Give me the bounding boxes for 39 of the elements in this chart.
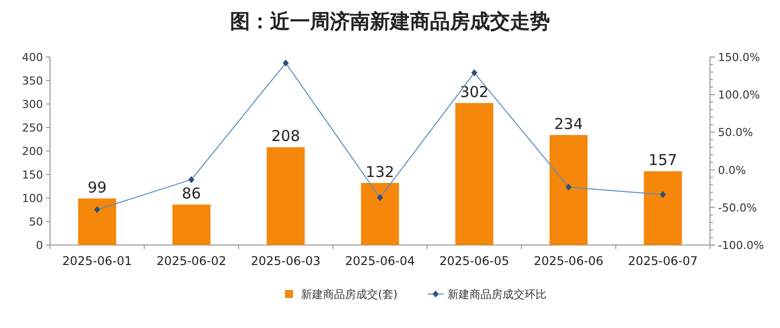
y2-tick-label: 0.0% (718, 164, 746, 177)
bar (644, 171, 682, 245)
y2-tick-label: 150.0% (718, 51, 760, 64)
bar (550, 135, 588, 245)
x-tick-label: 2025-06-05 (439, 254, 510, 268)
legend-label: 新建商品房成交环比 (448, 288, 547, 301)
y-tick-label: 200 (22, 145, 43, 158)
y2-tick-label: -100.0% (718, 239, 764, 252)
bar (78, 198, 116, 245)
chart-title: 图：近一周济南新建商品房成交走势 (230, 9, 550, 33)
x-tick-label: 2025-06-06 (534, 254, 604, 268)
data-label: 208 (271, 127, 300, 146)
data-label: 99 (88, 178, 107, 196)
y-tick-label: 350 (22, 74, 43, 88)
x-tick-label: 2025-06-07 (628, 254, 698, 268)
y2-tick-label: 100.0% (718, 88, 760, 102)
bar (266, 147, 305, 245)
bar (361, 182, 399, 245)
y-tick-label: 250 (22, 122, 43, 134)
y-tick-label: 100 (22, 192, 43, 205)
y-tick-label: 400 (22, 51, 43, 64)
x-tick-label: 2025-06-02 (156, 254, 226, 268)
y-tick-label: 50 (29, 216, 43, 228)
y2-tick-label: 50.0% (718, 126, 753, 140)
data-label: 157 (648, 151, 678, 170)
y-tick-label: 0 (36, 239, 43, 252)
data-label: 302 (460, 83, 489, 102)
bar (172, 204, 210, 245)
y2-tick-label: -50.0% (718, 201, 757, 214)
y-tick-label: 150 (22, 168, 43, 182)
y-tick-label: 300 (22, 98, 43, 111)
data-label: 132 (366, 162, 394, 181)
bar (455, 103, 494, 245)
x-tick-label: 2025-06-03 (250, 254, 321, 268)
data-label: 86 (182, 184, 201, 203)
data-label: 234 (554, 115, 583, 134)
x-tick-label: 2025-06-01 (62, 254, 132, 268)
x-tick-label: 2025-06-04 (345, 254, 415, 268)
legend-label: 新建商品房成交(套) (301, 288, 398, 301)
